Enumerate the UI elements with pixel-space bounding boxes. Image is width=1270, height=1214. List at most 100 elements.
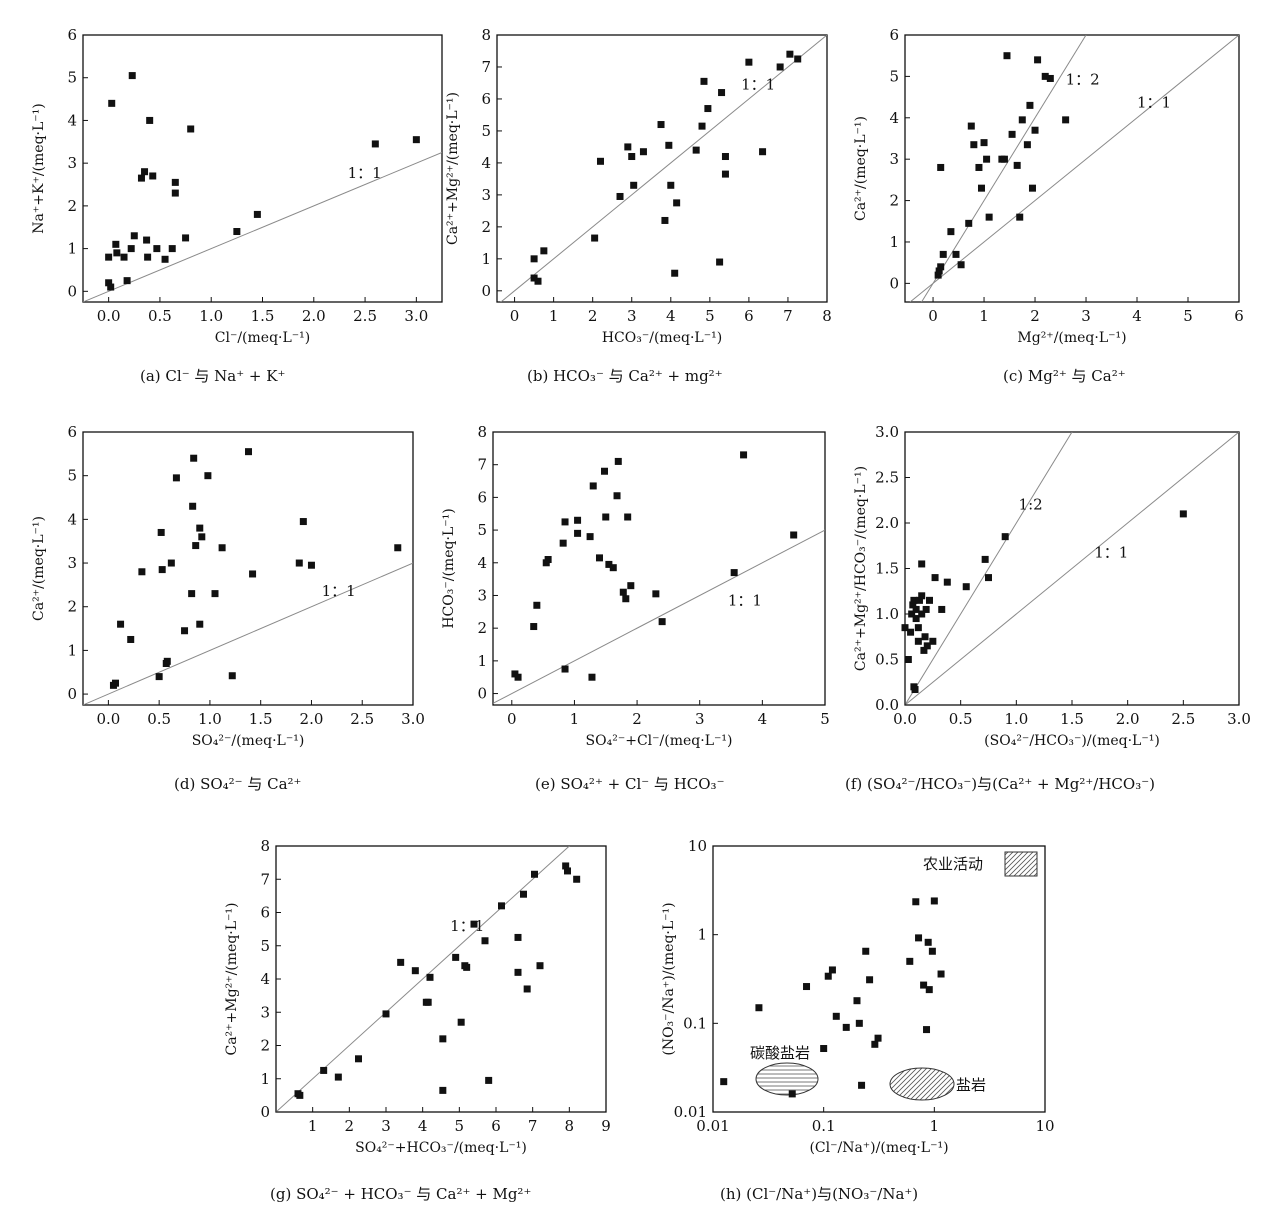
x-tick-label-e: 3 <box>695 710 705 728</box>
data-point-e <box>586 533 594 541</box>
data-point-f <box>911 686 919 694</box>
data-point-b <box>718 89 726 97</box>
data-point-c <box>957 261 965 269</box>
data-point-e <box>544 556 552 564</box>
data-point-h <box>862 947 870 955</box>
data-point-b <box>534 277 542 285</box>
data-point-g <box>397 958 405 966</box>
x-tick-label-e: 4 <box>758 710 768 728</box>
data-point-g <box>514 933 522 941</box>
data-point-a <box>107 283 115 291</box>
x-tick-label-c: 4 <box>1132 307 1142 325</box>
y-tick-label-b: 8 <box>481 26 491 44</box>
x-tick-label-d: 3.0 <box>401 710 425 728</box>
data-point-d <box>127 635 135 643</box>
data-point-d <box>163 657 171 665</box>
data-point-d <box>198 533 206 541</box>
ratio-label-c-1: 1：2 <box>1066 71 1100 89</box>
data-point-c <box>983 155 991 163</box>
x-tick-label-g: 5 <box>455 1117 465 1135</box>
data-point-b <box>624 143 632 151</box>
y-tick-label-g: 6 <box>260 904 270 922</box>
x-tick-label-c: 5 <box>1183 307 1193 325</box>
data-point-g <box>320 1066 328 1074</box>
data-point-d <box>190 454 198 462</box>
x-tick-label-a: 0.0 <box>97 307 121 325</box>
x-tick-label-e: 5 <box>820 710 830 728</box>
data-point-g <box>457 1018 465 1026</box>
y-tick-label-f: 1.0 <box>875 605 899 623</box>
data-point-d <box>299 518 307 526</box>
data-point-e <box>595 554 603 562</box>
agriculture-label: 农业活动 <box>923 855 983 873</box>
y-axis-label-a: Na⁺+K⁺/(meq·L⁻¹) <box>31 103 47 233</box>
reference-line-a-1 <box>83 152 442 302</box>
data-point-a <box>105 253 113 261</box>
data-point-c <box>1018 116 1026 124</box>
data-point-f <box>929 637 937 645</box>
data-point-e <box>614 457 622 465</box>
data-point-b <box>721 153 729 161</box>
y-axis-label-f: Ca²⁺+Mg²⁺/HCO₃⁻/(meq·L⁻¹) <box>853 466 869 671</box>
data-point-a <box>233 228 241 236</box>
data-point-d <box>394 544 402 552</box>
y-tick-label-a: 3 <box>67 154 77 172</box>
data-point-f <box>920 646 928 654</box>
data-point-d <box>196 620 204 628</box>
data-point-a <box>141 168 149 176</box>
data-point-b <box>530 255 538 263</box>
y-tick-label-b: 1 <box>481 250 491 268</box>
data-point-e <box>601 467 609 475</box>
data-point-h <box>853 997 861 1005</box>
data-point-c <box>1000 155 1008 163</box>
x-tick-label-a: 1.0 <box>199 307 223 325</box>
y-tick-label-e: 0 <box>477 685 487 703</box>
y-tick-label-g: 7 <box>260 870 270 888</box>
data-point-g <box>564 867 571 875</box>
data-point-c <box>952 250 960 258</box>
y-tick-label-e: 5 <box>477 521 487 539</box>
caption-b: (b) HCO₃⁻ 与 Ca²⁺ + mg²⁺ <box>527 367 723 385</box>
ratio-label-b-1: 1：1 <box>741 75 775 93</box>
reference-line-g-1 <box>276 846 570 1112</box>
data-point-a <box>130 232 138 240</box>
data-point-e <box>574 529 582 537</box>
data-point-c <box>1031 126 1039 134</box>
data-point-c <box>937 263 945 271</box>
data-point-f <box>1001 533 1009 541</box>
data-point-e <box>605 560 613 568</box>
x-tick-label-b: 0 <box>510 307 520 325</box>
data-point-c <box>975 163 983 171</box>
y-tick-label-f: 2.5 <box>875 469 899 487</box>
x-tick-label-h: 1 <box>930 1117 940 1135</box>
x-tick-label-f: 1.0 <box>1004 710 1028 728</box>
x-tick-label-d: 2.0 <box>300 710 324 728</box>
data-point-b <box>673 199 681 207</box>
x-tick-label-f: 2.0 <box>1116 710 1140 728</box>
y-tick-label-a: 6 <box>67 26 77 44</box>
y-axis-label-h: (NO₃⁻/Na⁺)/(meq·L⁻¹) <box>661 902 677 1055</box>
y-tick-label-e: 4 <box>477 554 487 572</box>
data-point-c <box>1041 72 1049 80</box>
reference-line-e-1 <box>493 529 825 704</box>
data-point-g <box>573 875 581 883</box>
caption-c: (c) Mg²⁺ 与 Ca²⁺ <box>1003 367 1126 385</box>
data-point-e <box>533 601 541 609</box>
y-tick-label-a: 0 <box>67 282 77 300</box>
data-point-e <box>588 673 596 681</box>
y-tick-label-c: 2 <box>889 192 899 210</box>
data-point-c <box>1023 141 1031 149</box>
x-tick-label-e: 2 <box>632 710 642 728</box>
y-tick-label-g: 2 <box>260 1037 270 1055</box>
x-tick-label-b: 1 <box>549 307 559 325</box>
y-tick-label-e: 2 <box>477 619 487 637</box>
y-tick-label-a: 2 <box>67 197 77 215</box>
data-point-a <box>137 174 145 182</box>
y-tick-label-g: 8 <box>260 837 270 855</box>
x-tick-label-h: 10 <box>1035 1117 1054 1135</box>
data-point-f <box>908 610 916 618</box>
x-tick-label-g: 3 <box>381 1117 391 1135</box>
reference-line-f-2 <box>905 432 1073 705</box>
y-tick-label-e: 1 <box>477 652 487 670</box>
y-tick-label-b: 6 <box>481 90 491 108</box>
